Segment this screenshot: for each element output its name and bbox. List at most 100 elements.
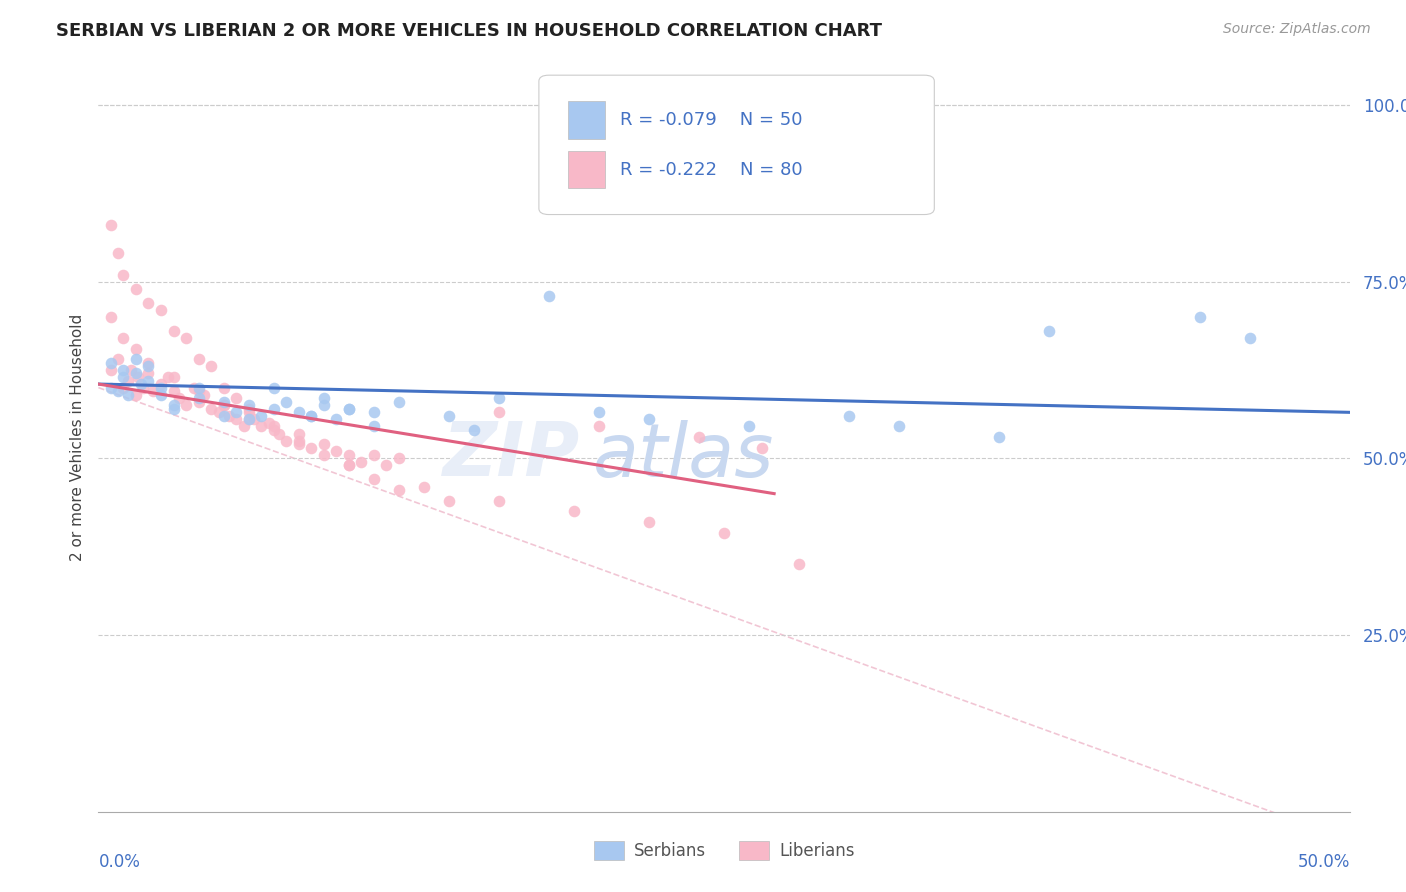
Point	[150, 302, 173, 317]
Point	[325, 444, 347, 458]
Point	[488, 493, 510, 508]
Point	[238, 398, 260, 412]
Point	[1188, 310, 1211, 324]
Point	[218, 409, 240, 423]
Point	[225, 405, 247, 419]
Point	[225, 412, 247, 426]
Point	[187, 381, 209, 395]
Point	[238, 405, 260, 419]
Point	[132, 381, 155, 395]
Text: 50.0%: 50.0%	[1298, 853, 1350, 871]
Point	[738, 419, 761, 434]
Point	[299, 409, 322, 423]
Point	[125, 367, 148, 381]
Point	[337, 401, 360, 416]
Point	[263, 419, 285, 434]
Point	[212, 394, 235, 409]
Point	[138, 295, 160, 310]
Text: atlas: atlas	[593, 420, 775, 491]
Point	[488, 405, 510, 419]
Point	[167, 391, 190, 405]
Point	[212, 398, 235, 412]
Point	[437, 409, 460, 423]
Point	[263, 381, 285, 395]
Point	[117, 387, 139, 401]
Point	[212, 381, 235, 395]
Point	[150, 377, 173, 392]
Point	[138, 356, 160, 370]
Point	[588, 419, 610, 434]
Point	[1239, 331, 1261, 345]
Point	[299, 441, 322, 455]
Point	[174, 331, 197, 345]
Point	[107, 246, 129, 260]
Point	[162, 384, 184, 398]
Point	[312, 398, 335, 412]
Point	[337, 401, 360, 416]
Point	[232, 419, 254, 434]
Point	[183, 381, 205, 395]
Point	[207, 405, 229, 419]
Point	[100, 363, 122, 377]
Point	[238, 401, 260, 416]
Bar	[568, 151, 605, 188]
Point	[312, 448, 335, 462]
Point	[112, 363, 135, 377]
Point	[138, 359, 160, 374]
Point	[125, 342, 148, 356]
Point	[120, 363, 142, 377]
Point	[263, 401, 285, 416]
Point	[337, 448, 360, 462]
Point	[638, 412, 661, 426]
Point	[212, 409, 235, 423]
Text: 0.0%: 0.0%	[98, 853, 141, 871]
Point	[363, 448, 385, 462]
Text: R = -0.222    N = 80: R = -0.222 N = 80	[620, 161, 803, 178]
Point	[363, 473, 385, 487]
Text: SERBIAN VS LIBERIAN 2 OR MORE VEHICLES IN HOUSEHOLD CORRELATION CHART: SERBIAN VS LIBERIAN 2 OR MORE VEHICLES I…	[56, 22, 882, 40]
Point	[537, 289, 560, 303]
Point	[187, 394, 209, 409]
Point	[388, 483, 411, 497]
Point	[200, 401, 222, 416]
Point	[713, 525, 735, 540]
Point	[117, 374, 139, 388]
Point	[388, 451, 411, 466]
Point	[299, 409, 322, 423]
Point	[267, 426, 290, 441]
Point	[174, 398, 197, 412]
Point	[638, 515, 661, 529]
Legend: Serbians, Liberians: Serbians, Liberians	[586, 835, 862, 867]
Point	[562, 504, 585, 518]
Point	[263, 423, 285, 437]
Point	[129, 377, 152, 392]
Point	[287, 405, 309, 419]
Point	[162, 401, 184, 416]
Point	[212, 398, 235, 412]
Point	[274, 434, 298, 448]
Point	[488, 391, 510, 405]
Point	[889, 419, 911, 434]
Point	[150, 381, 173, 395]
Point	[412, 479, 434, 493]
Point	[125, 352, 148, 367]
Point	[112, 370, 135, 384]
Point	[751, 441, 773, 455]
Point	[838, 409, 860, 423]
Point	[250, 419, 273, 434]
Y-axis label: 2 or more Vehicles in Household: 2 or more Vehicles in Household	[69, 313, 84, 561]
Point	[125, 387, 148, 401]
Point	[100, 381, 122, 395]
Point	[127, 370, 149, 384]
Point	[363, 419, 385, 434]
Point	[187, 352, 209, 367]
Point	[107, 384, 129, 398]
Point	[138, 374, 160, 388]
Point	[337, 458, 360, 473]
Point	[138, 367, 160, 381]
Point	[312, 437, 335, 451]
Point	[363, 405, 385, 419]
Point	[112, 331, 135, 345]
Point	[100, 310, 122, 324]
Point	[274, 394, 298, 409]
